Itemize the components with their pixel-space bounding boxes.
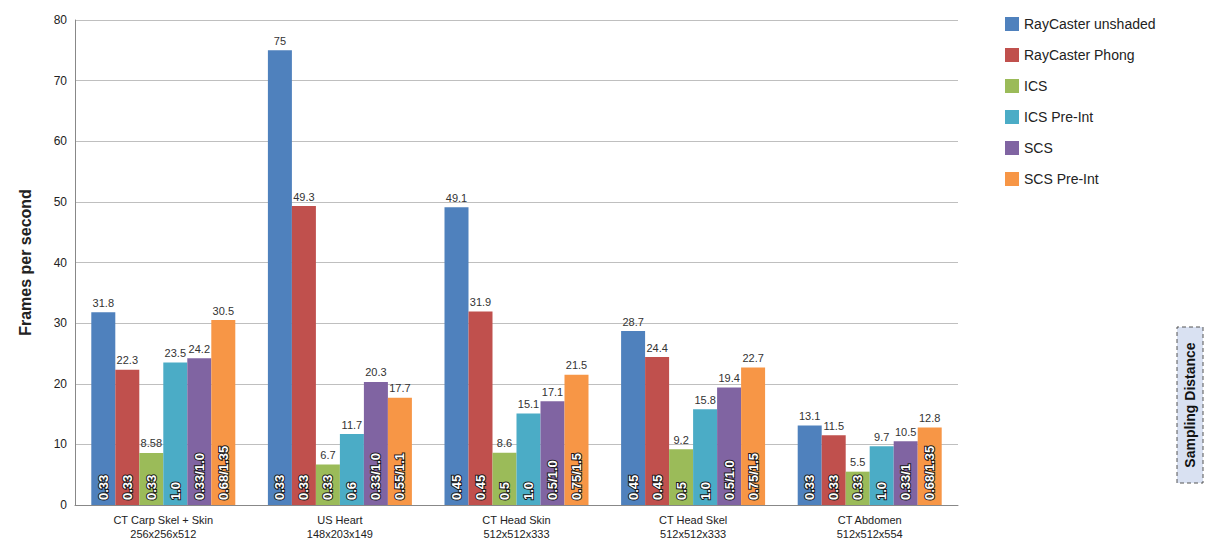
svg-text:17.7: 17.7 xyxy=(389,382,410,394)
svg-text:15.1: 15.1 xyxy=(518,398,539,410)
svg-text:0.45: 0.45 xyxy=(473,475,488,500)
svg-text:8.6: 8.6 xyxy=(497,437,512,449)
svg-text:0.33/1: 0.33/1 xyxy=(898,464,913,500)
svg-text:0.75/1.5: 0.75/1.5 xyxy=(569,453,584,500)
svg-text:5.5: 5.5 xyxy=(850,456,865,468)
svg-text:9.7: 9.7 xyxy=(874,431,889,443)
svg-text:12.8: 12.8 xyxy=(919,412,940,424)
svg-text:24.2: 24.2 xyxy=(189,343,210,355)
svg-text:31.9: 31.9 xyxy=(470,296,491,308)
svg-text:0.5: 0.5 xyxy=(497,482,512,500)
svg-text:21.5: 21.5 xyxy=(566,359,587,371)
svg-text:0.33: 0.33 xyxy=(96,475,111,500)
svg-text:Sampling Distance: Sampling Distance xyxy=(1182,342,1198,467)
svg-text:0.33/1.0: 0.33/1.0 xyxy=(192,453,207,500)
svg-text:24.4: 24.4 xyxy=(646,342,667,354)
svg-text:30: 30 xyxy=(54,316,68,330)
svg-text:22.3: 22.3 xyxy=(117,354,138,366)
svg-text:0.33: 0.33 xyxy=(120,475,135,500)
svg-text:0.5: 0.5 xyxy=(674,482,689,500)
svg-text:11.5: 11.5 xyxy=(823,420,844,432)
svg-text:256x256x512: 256x256x512 xyxy=(130,528,196,540)
svg-text:512x512x554: 512x512x554 xyxy=(837,528,903,540)
svg-text:0.33: 0.33 xyxy=(272,475,287,500)
svg-text:10.5: 10.5 xyxy=(895,426,916,438)
svg-text:0.33: 0.33 xyxy=(144,475,159,500)
svg-text:0: 0 xyxy=(60,498,67,512)
svg-text:15.8: 15.8 xyxy=(694,394,715,406)
svg-text:1.0: 1.0 xyxy=(168,482,183,500)
svg-text:148x203x149: 148x203x149 xyxy=(307,528,373,540)
svg-text:RayCaster Phong: RayCaster Phong xyxy=(1024,47,1135,63)
svg-text:0.45: 0.45 xyxy=(626,475,641,500)
svg-text:31.8: 31.8 xyxy=(93,297,114,309)
svg-text:60: 60 xyxy=(54,134,68,148)
svg-text:CT Abdomen: CT Abdomen xyxy=(838,514,902,526)
svg-text:28.7: 28.7 xyxy=(622,316,643,328)
svg-text:0.5/1.0: 0.5/1.0 xyxy=(545,460,560,500)
svg-text:13.1: 13.1 xyxy=(799,410,820,422)
svg-text:50: 50 xyxy=(54,195,68,209)
svg-text:0.6: 0.6 xyxy=(344,482,359,500)
svg-text:30.5: 30.5 xyxy=(213,305,234,317)
svg-text:75: 75 xyxy=(274,35,286,47)
svg-text:20: 20 xyxy=(54,377,68,391)
svg-text:1.0: 1.0 xyxy=(521,482,536,500)
svg-text:8.58: 8.58 xyxy=(141,437,162,449)
svg-text:9.2: 9.2 xyxy=(673,434,688,446)
svg-text:11.7: 11.7 xyxy=(342,419,363,431)
svg-text:0.45: 0.45 xyxy=(449,475,464,500)
svg-text:19.4: 19.4 xyxy=(718,372,739,384)
svg-text:US Heart: US Heart xyxy=(317,514,362,526)
svg-text:SCS Pre-Int: SCS Pre-Int xyxy=(1024,171,1099,187)
svg-text:512x512x333: 512x512x333 xyxy=(660,528,726,540)
svg-text:0.33: 0.33 xyxy=(850,475,865,500)
svg-text:80: 80 xyxy=(54,13,68,27)
svg-text:0.55/1.1: 0.55/1.1 xyxy=(392,453,407,500)
svg-text:10: 10 xyxy=(54,437,68,451)
svg-text:0.33: 0.33 xyxy=(320,475,335,500)
svg-text:RayCaster unshaded: RayCaster unshaded xyxy=(1024,16,1156,32)
svg-text:0.33: 0.33 xyxy=(802,475,817,500)
svg-text:ICS Pre-Int: ICS Pre-Int xyxy=(1024,109,1093,125)
svg-text:0.68/1.35: 0.68/1.35 xyxy=(922,446,937,500)
svg-text:40: 40 xyxy=(54,256,68,270)
svg-text:20.3: 20.3 xyxy=(365,366,386,378)
svg-text:0.45: 0.45 xyxy=(650,475,665,500)
svg-text:CT Carp Skel + Skin: CT Carp Skel + Skin xyxy=(113,514,213,526)
svg-text:0.33: 0.33 xyxy=(296,475,311,500)
svg-text:SCS: SCS xyxy=(1024,140,1053,156)
svg-text:0.33/1.0: 0.33/1.0 xyxy=(368,453,383,500)
svg-text:22.7: 22.7 xyxy=(742,352,763,364)
svg-text:17.1: 17.1 xyxy=(542,386,563,398)
svg-text:70: 70 xyxy=(54,74,68,88)
svg-text:Frames per second: Frames per second xyxy=(17,189,34,336)
svg-text:512x512x333: 512x512x333 xyxy=(483,528,549,540)
svg-text:49.1: 49.1 xyxy=(446,192,467,204)
svg-text:0.5/1.0: 0.5/1.0 xyxy=(722,460,737,500)
svg-text:23.5: 23.5 xyxy=(165,347,186,359)
svg-text:49.3: 49.3 xyxy=(293,191,314,203)
svg-text:1.0: 1.0 xyxy=(698,482,713,500)
svg-text:0.68/1.35: 0.68/1.35 xyxy=(216,446,231,500)
svg-text:1.0: 1.0 xyxy=(874,482,889,500)
svg-text:0.33: 0.33 xyxy=(826,475,841,500)
svg-text:ICS: ICS xyxy=(1024,78,1047,94)
svg-text:0.75/1.5: 0.75/1.5 xyxy=(746,453,761,500)
svg-text:6.7: 6.7 xyxy=(320,449,335,461)
svg-text:CT Head Skel: CT Head Skel xyxy=(659,514,727,526)
svg-text:CT Head Skin: CT Head Skin xyxy=(482,514,550,526)
